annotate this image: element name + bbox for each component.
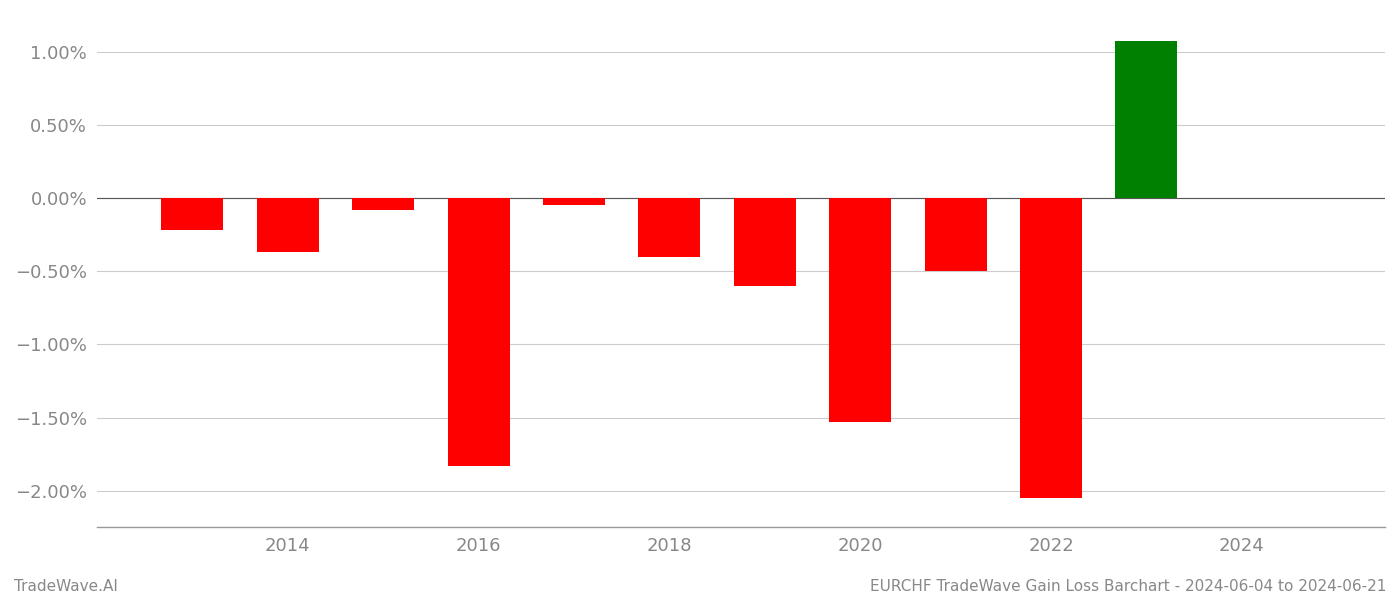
Text: TradeWave.AI: TradeWave.AI (14, 579, 118, 594)
Text: EURCHF TradeWave Gain Loss Barchart - 2024-06-04 to 2024-06-21: EURCHF TradeWave Gain Loss Barchart - 20… (869, 579, 1386, 594)
Bar (829, 198, 892, 422)
Bar (638, 198, 700, 257)
Bar (734, 198, 795, 286)
Bar (543, 198, 605, 205)
Bar (1116, 41, 1177, 198)
Bar (351, 198, 414, 209)
Bar (161, 198, 223, 230)
Bar (256, 198, 319, 252)
Bar (924, 198, 987, 271)
Bar (448, 198, 510, 466)
Bar (1021, 198, 1082, 498)
